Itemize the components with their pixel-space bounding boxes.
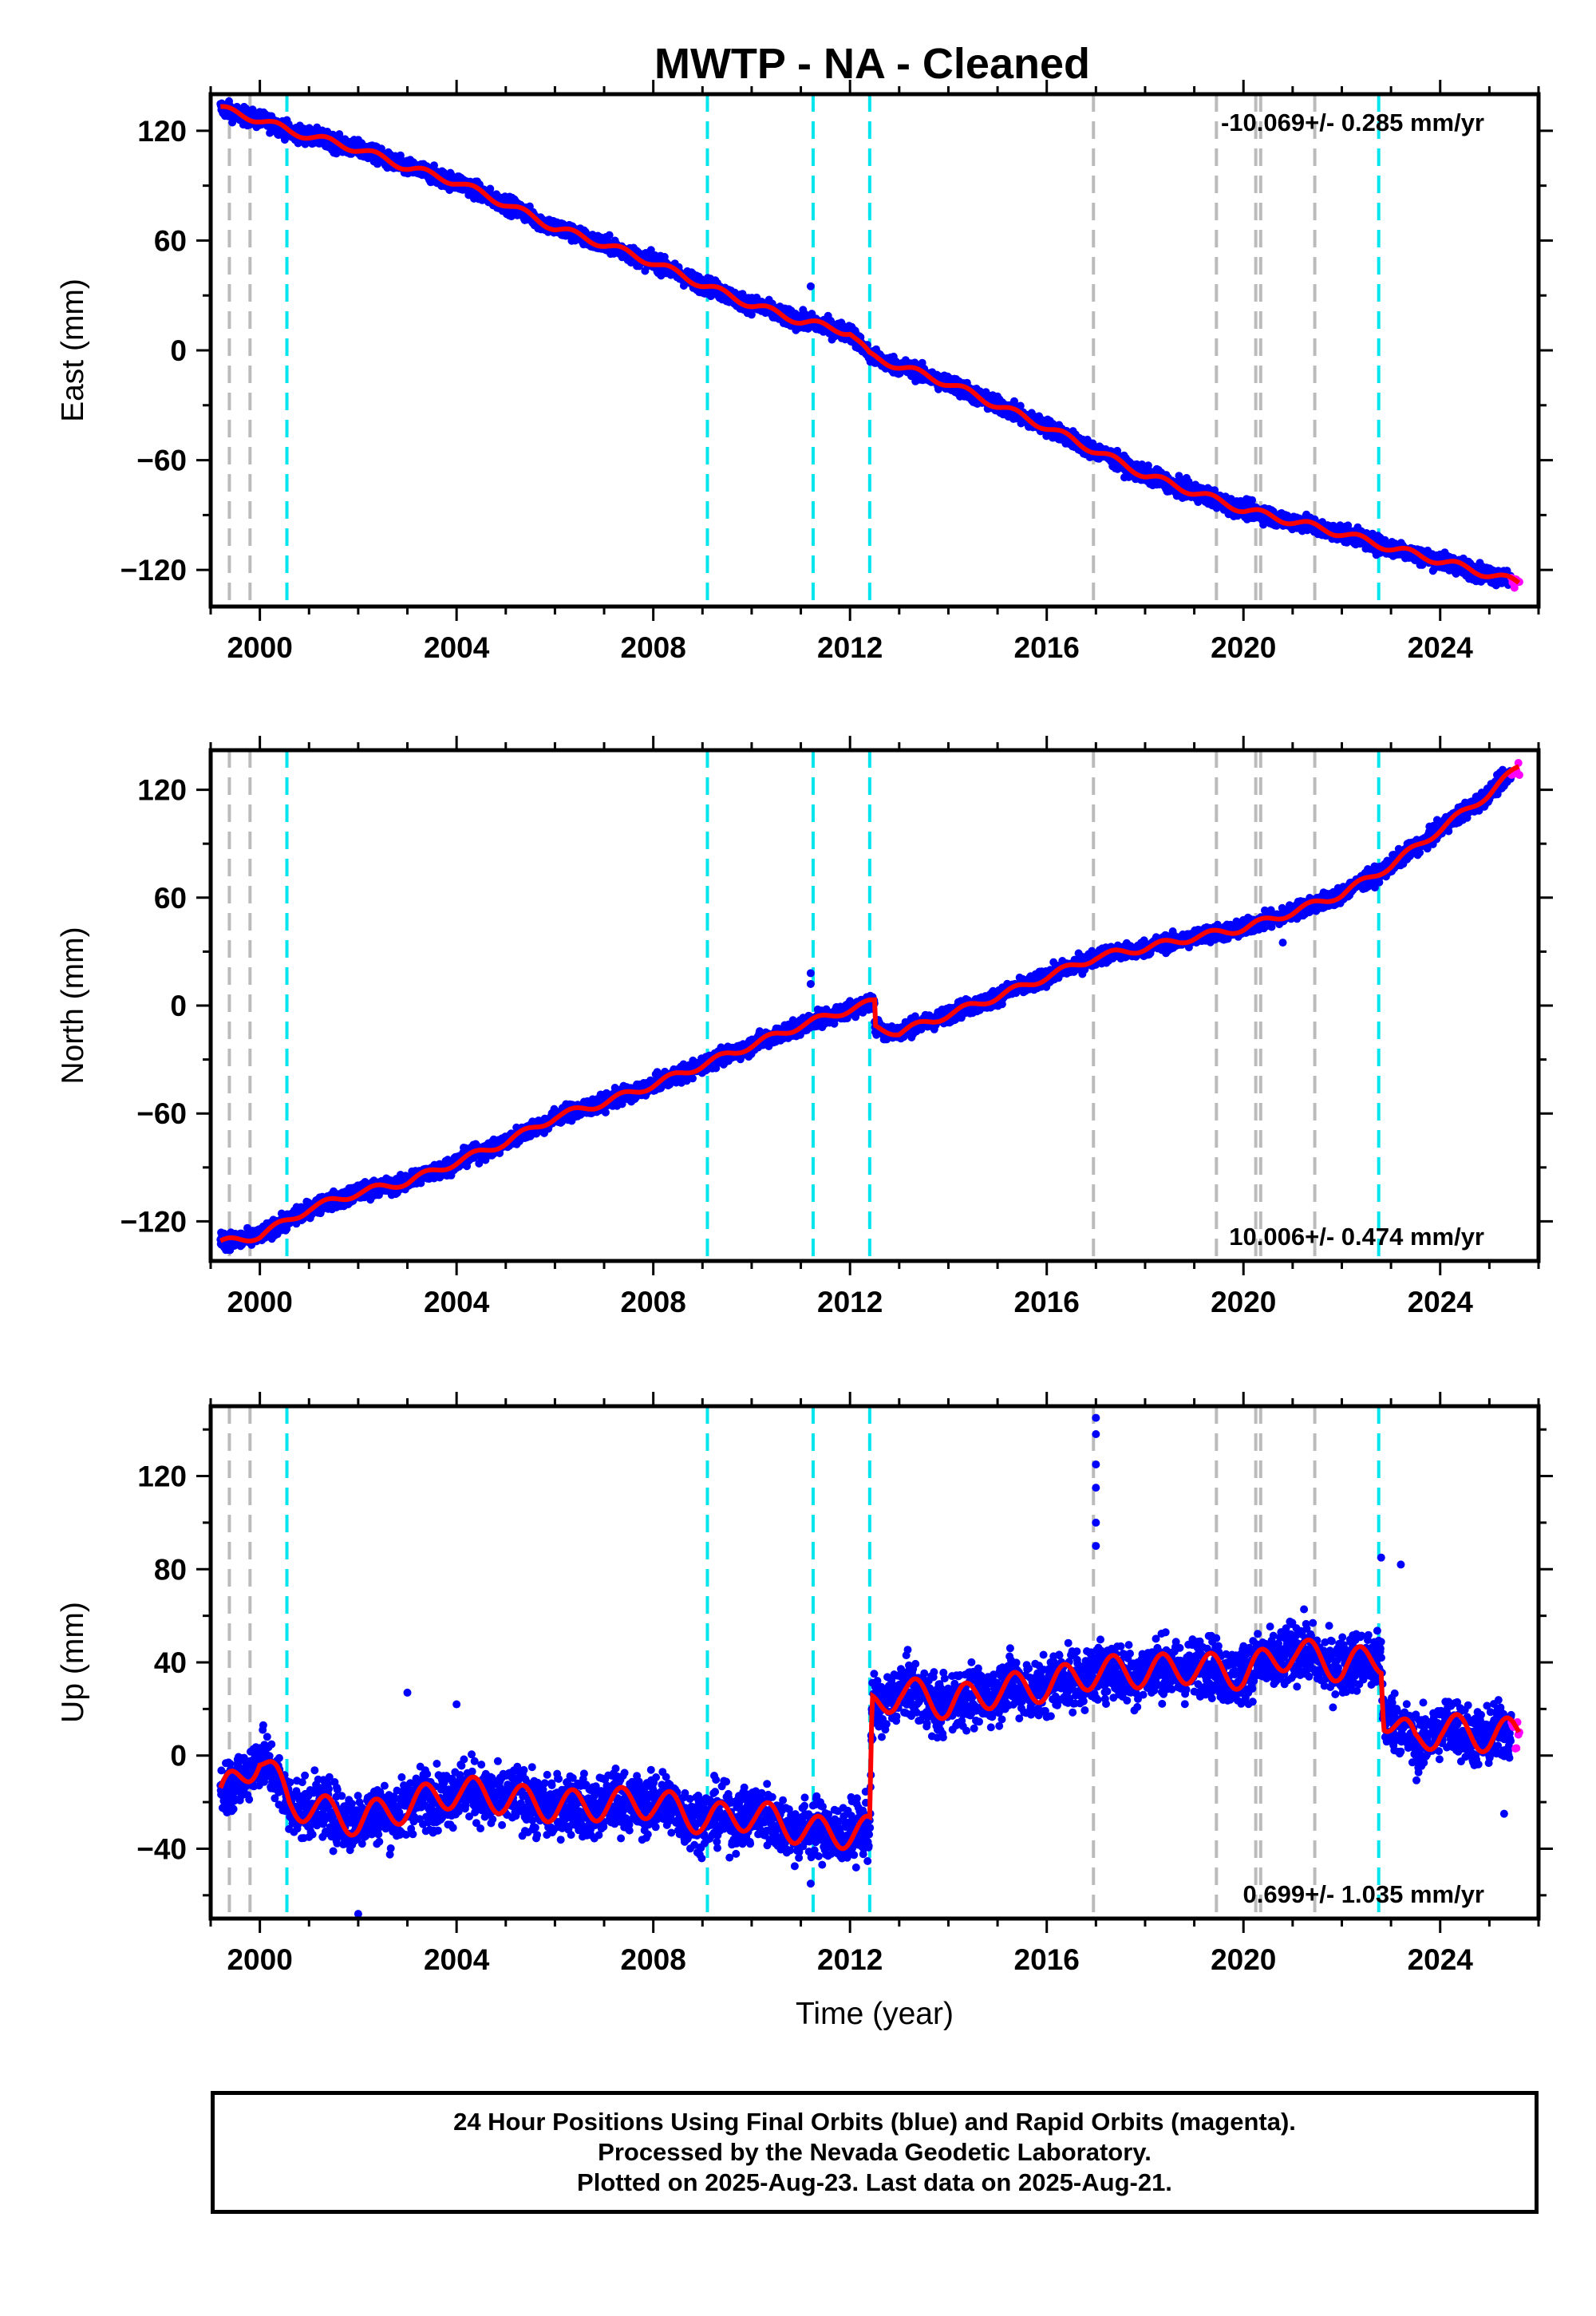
outlier-point — [1377, 1553, 1385, 1562]
velocity-label: 0.699+/- 1.035 mm/yr — [1243, 1880, 1484, 1908]
x-tick-label: 2004 — [424, 1286, 490, 1318]
outlier-point — [403, 1688, 412, 1697]
x-tick-label: 2008 — [621, 1943, 686, 1976]
outlier-point — [1396, 1560, 1405, 1569]
y-tick-label: −120 — [120, 1205, 187, 1238]
y-axis-label: North (mm) — [56, 927, 90, 1084]
y-axis-label: Up (mm) — [56, 1602, 90, 1723]
x-tick-label: 2000 — [227, 1943, 292, 1976]
y-tick-label: 0 — [170, 990, 187, 1022]
x-tick-label: 2016 — [1014, 631, 1080, 664]
x-tick-label: 2000 — [227, 1286, 292, 1318]
rapid-point — [1512, 1744, 1521, 1753]
daily-positions — [216, 765, 1515, 1255]
caption-box: 24 Hour Positions Using Final Orbits (bl… — [211, 2091, 1539, 2214]
velocity-label: -10.069+/- 0.285 mm/yr — [1221, 109, 1484, 136]
y-tick-label: 60 — [154, 224, 187, 257]
outlier-point — [1278, 939, 1287, 947]
y-tick-label: 40 — [154, 1646, 187, 1679]
x-tick-label: 2008 — [621, 631, 686, 664]
y-tick-label: −40 — [136, 1832, 187, 1865]
y-tick-label: −60 — [136, 1097, 187, 1130]
outlier-point — [1092, 1413, 1100, 1422]
north-panel: 2000 2004 2008 2012 2016 2020 2024 120 60 0 −60 −12… — [56, 736, 1553, 1318]
x-tick-label: 2024 — [1408, 1286, 1474, 1318]
final-orbit-points — [216, 1605, 1515, 1871]
x-tick-label: 2012 — [817, 631, 883, 664]
x-tick-label: 2020 — [1211, 631, 1276, 664]
plot-area — [216, 1406, 1523, 1919]
outlier-point — [806, 1879, 815, 1888]
outlier-point — [305, 1832, 314, 1841]
x-tick-label: 2020 — [1211, 1286, 1276, 1318]
caption-line-2: Processed by the Nevada Geodetic Laborat… — [598, 2138, 1152, 2166]
outlier-point — [806, 969, 815, 978]
outlier-point — [1499, 1809, 1508, 1818]
x-tick-label: 2000 — [227, 631, 292, 664]
x-tick-label: 2004 — [424, 631, 490, 664]
y-tick-label: 120 — [137, 1460, 187, 1493]
rapid-point — [1515, 770, 1523, 779]
outlier-point — [1092, 1484, 1100, 1492]
outlier-point — [1092, 1542, 1100, 1551]
plot-area — [216, 750, 1523, 1261]
up-panel: 2000 2004 2008 2012 2016 2020 2024 120 80 40 0 −40 U… — [56, 1392, 1553, 2031]
x-tick-label: 2004 — [424, 1943, 490, 1976]
y-tick-label: 120 — [137, 774, 187, 807]
daily-positions — [216, 97, 1515, 590]
outlier-point — [354, 1910, 362, 1919]
velocity-label: 10.006+/- 0.474 mm/yr — [1229, 1223, 1484, 1251]
y-tick-label: 80 — [154, 1553, 187, 1586]
x-axis-label: Time (year) — [796, 1997, 954, 2031]
outlier-point — [806, 979, 815, 988]
x-tick-label: 2024 — [1408, 631, 1474, 664]
y-tick-label: 0 — [170, 334, 187, 367]
x-tick-label: 2012 — [817, 1943, 883, 1976]
x-tick-label: 2024 — [1408, 1943, 1474, 1976]
x-tick-label: 2008 — [621, 1286, 686, 1318]
y-tick-label: 120 — [137, 115, 187, 148]
y-tick-label: −120 — [120, 554, 187, 587]
daily-positions — [216, 1605, 1515, 1871]
outlier-point — [1092, 1518, 1100, 1527]
y-tick-label: 60 — [154, 882, 187, 915]
final-orbit-points — [216, 765, 1515, 1255]
y-tick-label: 0 — [170, 1740, 187, 1773]
plot-area — [216, 94, 1523, 607]
east-panel: 2000 2004 2008 2012 2016 2020 2024 120 60 0 −60 −12… — [56, 80, 1553, 664]
model-curve — [218, 1637, 1521, 1852]
figure-title: MWTP - NA - Cleaned — [654, 40, 1090, 88]
x-tick-label: 2020 — [1211, 1943, 1276, 1976]
caption-line-3: Plotted on 2025-Aug-23. Last data on 202… — [577, 2168, 1172, 2196]
y-tick-label: −60 — [136, 445, 187, 477]
y-axis-label: East (mm) — [56, 279, 90, 422]
x-tick-label: 2012 — [817, 1286, 883, 1318]
outlier-point — [806, 282, 815, 290]
outlier-point — [1092, 1460, 1100, 1468]
caption-line-1: 24 Hour Positions Using Final Orbits (bl… — [453, 2108, 1296, 2136]
final-orbit-points — [216, 97, 1515, 590]
model-curve — [219, 764, 1520, 1243]
outlier-point — [452, 1700, 461, 1709]
x-tick-label: 2016 — [1014, 1286, 1080, 1318]
outlier-point — [1092, 1430, 1100, 1439]
model-curve — [220, 104, 1521, 585]
x-tick-label: 2016 — [1014, 1943, 1080, 1976]
